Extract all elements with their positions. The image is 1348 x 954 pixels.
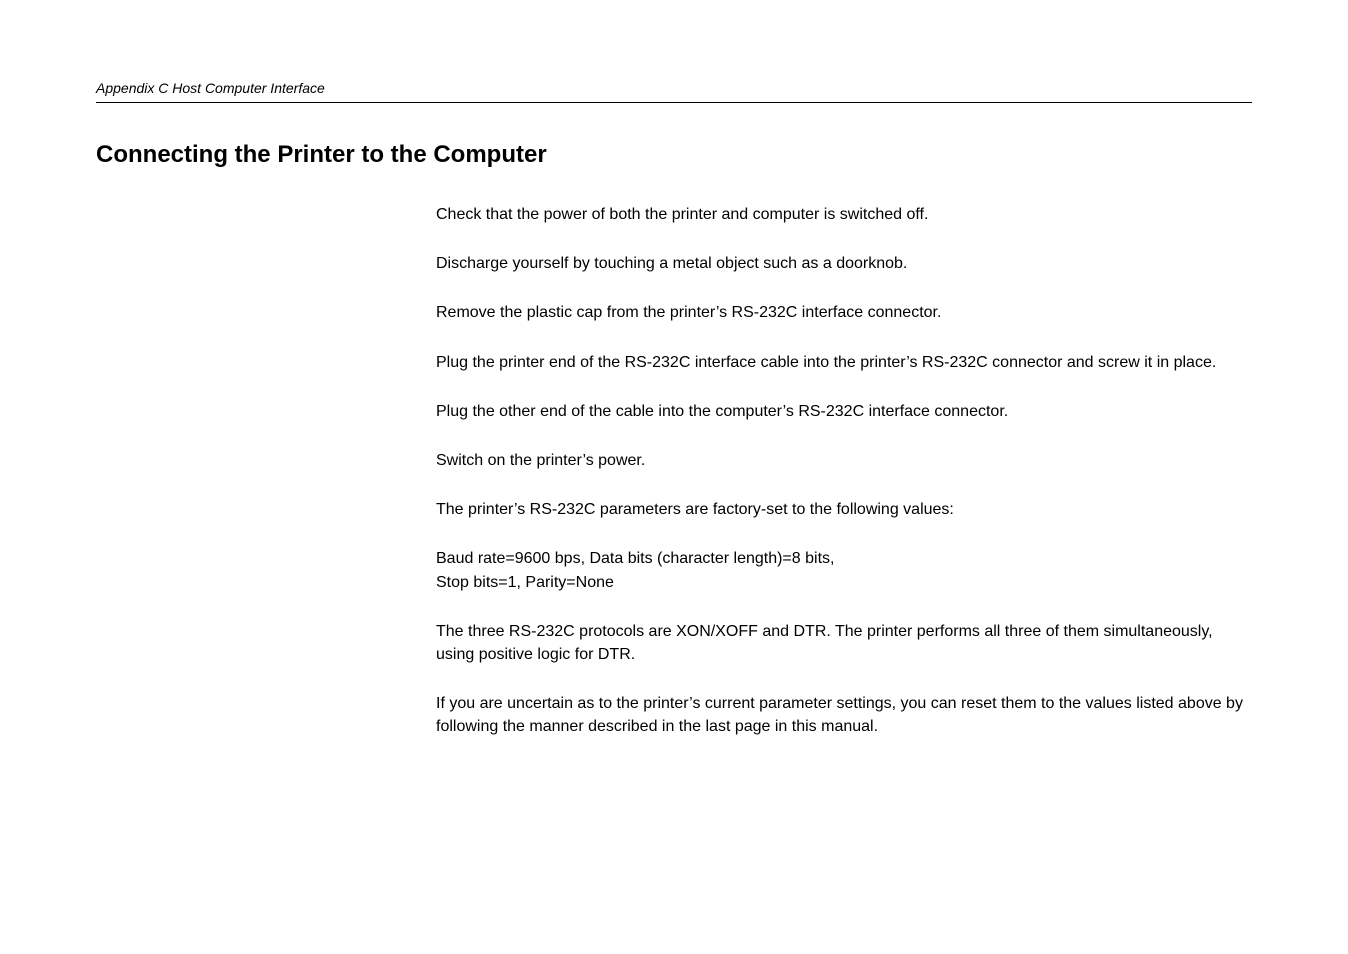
paragraph: Discharge yourself by touching a metal o… (436, 252, 1252, 275)
paragraph: Plug the printer end of the RS-232C inte… (436, 351, 1252, 374)
body-column: Check that the power of both the printer… (436, 203, 1252, 738)
paragraph: Switch on the printer’s power. (436, 449, 1252, 472)
paragraph: Remove the plastic cap from the printer’… (436, 301, 1252, 324)
page: Appendix C Host Computer Interface Conne… (0, 0, 1348, 738)
paragraph: Plug the other end of the cable into the… (436, 400, 1252, 423)
running-head: Appendix C Host Computer Interface (96, 80, 1252, 103)
paragraph: Stop bits=1, Parity=None (436, 571, 1252, 594)
paragraph: Baud rate=9600 bps, Data bits (character… (436, 547, 1252, 570)
parameter-block: Baud rate=9600 bps, Data bits (character… (436, 547, 1252, 593)
section-title: Connecting the Printer to the Computer (96, 141, 1252, 169)
paragraph: If you are uncertain as to the printer’s… (436, 692, 1252, 738)
paragraph: The printer’s RS-232C parameters are fac… (436, 498, 1252, 521)
paragraph: Check that the power of both the printer… (436, 203, 1252, 226)
paragraph: The three RS-232C protocols are XON/XOFF… (436, 620, 1252, 666)
